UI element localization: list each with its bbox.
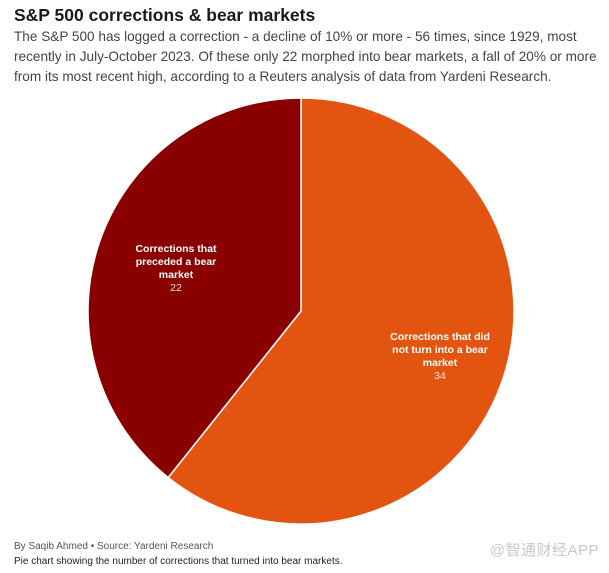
slice-value-label: 34 — [434, 370, 446, 382]
slice-label-line: Corrections that — [135, 243, 217, 255]
slice-label-line: market — [423, 357, 458, 369]
slice-label-line: not turn into a bear — [392, 344, 488, 356]
byline-source: By Saqib Ahmed • Source: Yardeni Researc… — [14, 541, 214, 552]
chart-title: S&P 500 corrections & bear markets — [14, 5, 316, 25]
watermark: @智通财经APP — [489, 542, 599, 559]
pie-slice-1 — [87, 97, 302, 479]
slice-label-line: preceded a bear — [136, 256, 217, 268]
chart-subtitle: The S&P 500 has logged a correction - a … — [14, 29, 597, 84]
chart-caption: Pie chart showing the number of correcti… — [14, 556, 343, 567]
slice-value-label: 22 — [170, 282, 182, 294]
slice-label-line: market — [159, 269, 194, 281]
pie-slice-0 — [167, 97, 515, 525]
slice-label-line: Corrections that did — [390, 331, 490, 343]
